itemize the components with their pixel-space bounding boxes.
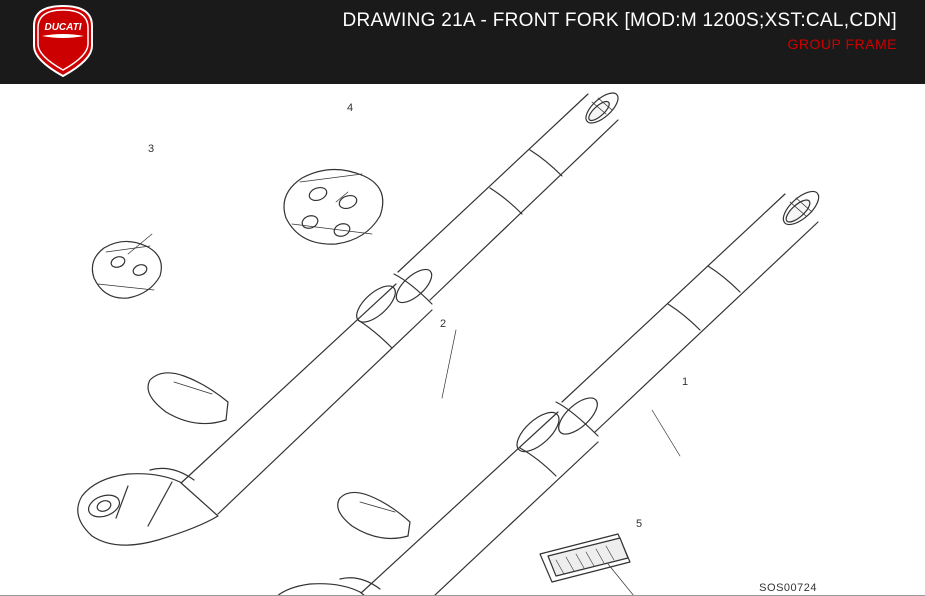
drawing-title: DRAWING 21A - FRONT FORK [MOD:M 1200S;XS…: [343, 10, 898, 32]
group-label: GROUP FRAME: [343, 36, 898, 52]
part-4-clamp: [284, 169, 383, 244]
fork-right: [267, 186, 824, 596]
fork-left: [78, 88, 623, 545]
header-text-block: DRAWING 21A - FRONT FORK [MOD:M 1200S;XS…: [343, 10, 898, 52]
diagram-area: 3 4 2 1 5 SOS00724: [0, 84, 925, 596]
header-bar: DUCATI DRAWING 21A - FRONT FORK [MOD:M 1…: [0, 0, 925, 84]
callout-1: 1: [682, 376, 688, 388]
svg-text:DUCATI: DUCATI: [44, 22, 81, 33]
callout-4: 4: [347, 102, 353, 114]
part-3-clamp: [92, 241, 161, 298]
callout-3: 3: [148, 143, 154, 155]
parts-diagram-svg: [0, 84, 925, 596]
callout-2: 2: [440, 318, 446, 330]
reference-code: SOS00724: [759, 582, 817, 594]
ducati-logo: DUCATI: [24, 2, 102, 85]
callout-5: 5: [636, 518, 642, 530]
